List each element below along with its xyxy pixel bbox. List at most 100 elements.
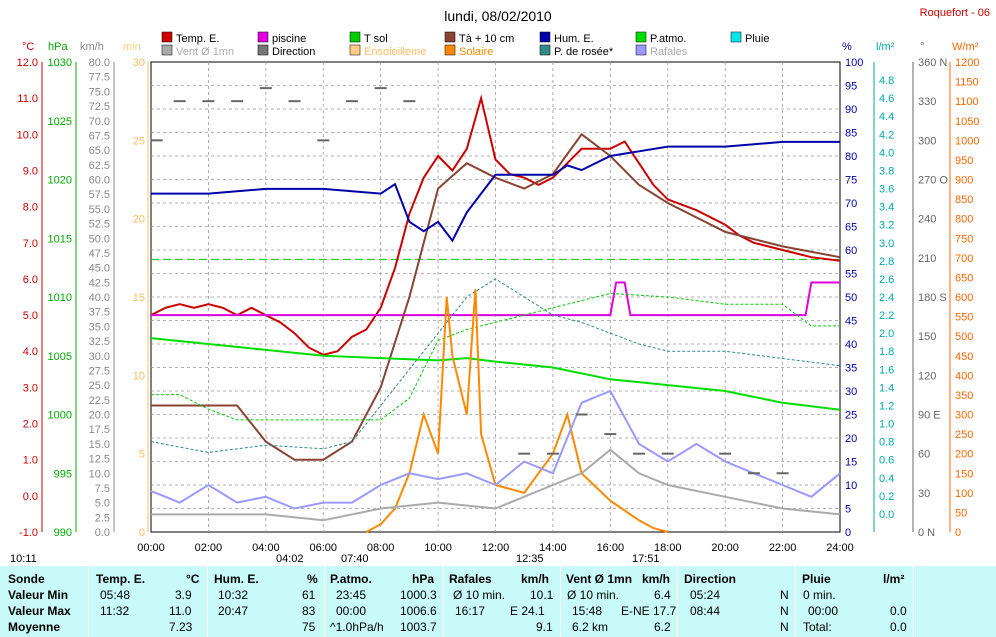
pluie-min-label: 0 min.: [803, 588, 836, 602]
direction-mark: [150, 139, 163, 142]
wind-tick: 62.5: [89, 160, 110, 172]
humidity-tick: 10: [845, 480, 857, 492]
direction-unit: °: [920, 41, 924, 53]
hum-min-value: 61: [302, 588, 316, 602]
solar-tick: 1000: [955, 135, 979, 147]
humidity-tick: 80: [845, 151, 857, 163]
humidity-tick: 0: [845, 527, 851, 539]
rain-tick: 3.4: [879, 202, 894, 214]
wind-tick: 5.0: [95, 498, 110, 510]
legend-label: piscine: [272, 33, 306, 45]
rain-tick: 1.2: [879, 400, 894, 412]
wind-tick: 45.0: [89, 263, 110, 275]
vent-distance: 6.2 km: [572, 620, 609, 634]
series-line-vent-1mn: [151, 448, 841, 522]
rain-tick: 2.0: [879, 328, 894, 340]
solar-tick: 450: [955, 351, 973, 363]
legend-swatch: [257, 31, 269, 43]
wind-tick: 42.5: [89, 277, 110, 289]
humidity-tick: 50: [845, 292, 857, 304]
pressure-tick: 1025: [48, 116, 72, 128]
minutes-unit: min: [123, 41, 141, 53]
header-vent-unit: km/h: [642, 572, 671, 586]
direction-mark: [719, 452, 732, 455]
direction-mark: [403, 100, 416, 103]
temp-tick: 0.0: [23, 491, 38, 503]
solar-tick: 250: [955, 429, 973, 441]
minutes-tick: 30: [133, 57, 145, 69]
temp-tick: 12.0: [17, 57, 38, 69]
direction-tick: 30: [918, 488, 930, 500]
rain-tick: 0.6: [879, 455, 894, 467]
wind-tick: 2.5: [95, 512, 110, 524]
hum-max-time: 20:47: [218, 604, 249, 618]
footer-time-left: 10:11: [10, 553, 37, 565]
legend-swatch: [349, 31, 361, 43]
wind-unit: km/h: [80, 41, 104, 53]
temp-min-value: 3.9: [175, 588, 192, 602]
legend-label: Solaire: [459, 46, 493, 58]
rain-tick: 3.8: [879, 165, 894, 177]
rain-tick: 3.2: [879, 220, 894, 232]
legend-swatch: [730, 31, 742, 43]
patmo-min-value: 1000.3: [400, 588, 437, 602]
humidity-tick: 60: [845, 245, 857, 257]
patmo-max-time: 00:00: [336, 604, 367, 618]
wind-tick: 77.5: [89, 72, 110, 84]
legend-swatch: [444, 44, 456, 56]
header-hum: Hum. E.: [214, 572, 259, 586]
rafales-max-value: E 24.1: [510, 604, 545, 618]
series-line-piscine: [151, 281, 840, 317]
humidity-tick: 20: [845, 433, 857, 445]
rain-tick: 2.6: [879, 274, 894, 286]
x-tick: 20:00: [711, 542, 739, 554]
humidity-tick: 55: [845, 269, 857, 281]
direction-mark: [604, 433, 617, 436]
humidity-tick: 35: [845, 363, 857, 375]
series-line-rafales: [150, 389, 841, 510]
footer-time-3: 12:35: [516, 553, 544, 565]
x-tick: 06:00: [309, 542, 337, 554]
hum-min-time: 10:32: [218, 588, 249, 602]
temp-max-time: 11:32: [100, 604, 130, 618]
wind-tick: 17.5: [89, 424, 110, 436]
header-patmo: P.atmo.: [330, 572, 372, 586]
solar-tick: 0: [955, 527, 961, 539]
rain-tick: 3.6: [879, 184, 894, 196]
station-name: Roquefort - 06: [920, 7, 990, 19]
wind-tick: 65.0: [89, 145, 110, 157]
pressure-tick: 1020: [48, 175, 72, 187]
header-temp: Temp. E.: [96, 572, 146, 586]
solar-tick: 300: [955, 410, 973, 422]
header-rafales-unit: km/h: [521, 572, 550, 586]
direction-mark: [575, 413, 588, 416]
solar-tick: 200: [955, 449, 973, 461]
header-vent: Vent Ø 1mn: [566, 572, 633, 586]
wind-tick: 30.0: [89, 351, 110, 363]
solar-tick: 400: [955, 370, 973, 382]
humidity-unit: %: [842, 41, 852, 53]
rafales-avg-value: 9.1: [536, 620, 553, 634]
solar-tick: 700: [955, 253, 973, 265]
solar-tick: 750: [955, 233, 973, 245]
rain-tick: 4.6: [879, 93, 894, 105]
humidity-tick: 70: [845, 198, 857, 210]
x-tick: 00:00: [137, 542, 165, 554]
humidity-tick: 5: [845, 504, 851, 516]
direction-tick: 120: [918, 370, 936, 382]
series-line-t-sol: [151, 292, 840, 421]
wind-tick: 60.0: [89, 175, 110, 187]
x-tick: 04:00: [252, 542, 280, 554]
legend-label: Ensoleilleme: [364, 46, 426, 58]
rain-tick: 4.0: [879, 147, 894, 159]
direction-mark: [288, 100, 301, 103]
rafales-min-value: 10.1: [530, 588, 554, 602]
temp-min-time: 05:48: [100, 588, 131, 602]
solar-tick: 100: [955, 488, 973, 500]
direction-max-value: N: [780, 604, 789, 618]
legend-label: T sol: [364, 33, 388, 45]
humidity-tick: 90: [845, 104, 857, 116]
legend-label: Hum. E.: [554, 33, 594, 45]
legend-swatch: [539, 44, 551, 56]
rain-tick: 1.0: [879, 419, 894, 431]
